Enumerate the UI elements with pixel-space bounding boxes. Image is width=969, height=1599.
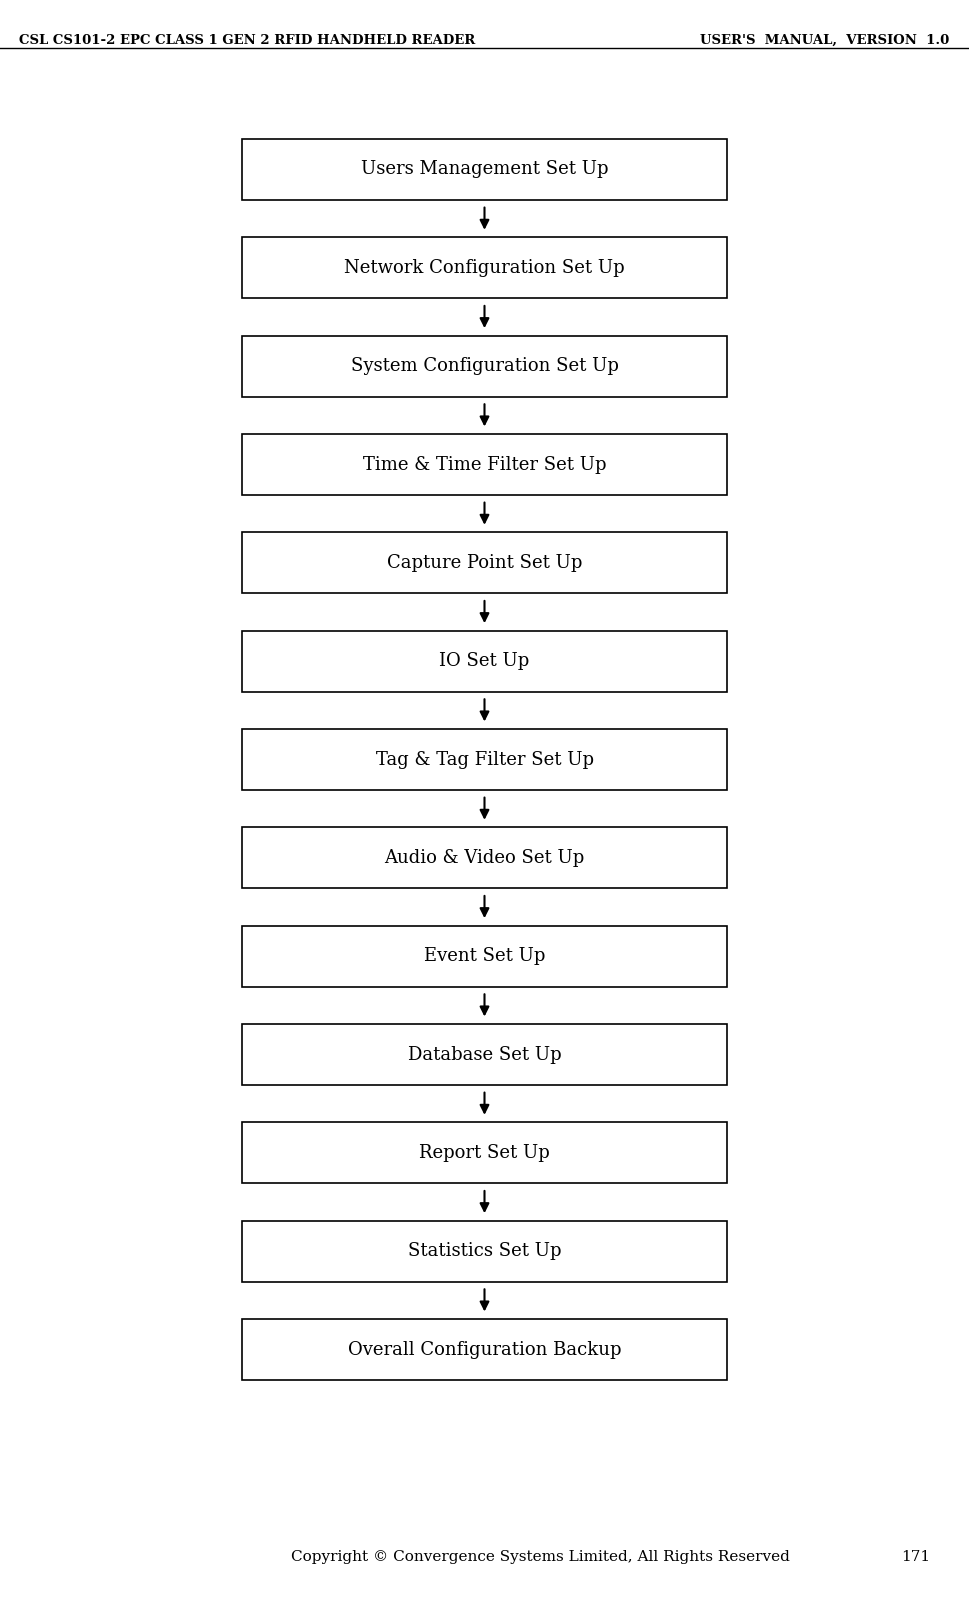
Text: Database Set Up: Database Set Up (408, 1046, 561, 1063)
Text: CSL CS101-2 EPC CLASS 1 GEN 2 RFID HANDHELD READER: CSL CS101-2 EPC CLASS 1 GEN 2 RFID HANDH… (19, 34, 476, 46)
Bar (242, 729, 727, 790)
Bar (242, 630, 727, 691)
Bar (242, 1222, 727, 1282)
Bar (242, 139, 727, 200)
Text: IO Set Up: IO Set Up (439, 652, 530, 670)
Text: Event Set Up: Event Set Up (423, 947, 546, 966)
Text: USER'S  MANUAL,  VERSION  1.0: USER'S MANUAL, VERSION 1.0 (701, 34, 950, 46)
Text: Tag & Tag Filter Set Up: Tag & Tag Filter Set Up (376, 750, 593, 769)
Bar (242, 532, 727, 593)
Bar (242, 828, 727, 889)
Bar (242, 1319, 727, 1380)
Text: Statistics Set Up: Statistics Set Up (408, 1242, 561, 1260)
Bar (242, 926, 727, 987)
Bar (242, 433, 727, 496)
Text: Time & Time Filter Set Up: Time & Time Filter Set Up (362, 456, 607, 473)
Text: Audio & Video Set Up: Audio & Video Set Up (385, 849, 584, 867)
Bar (242, 1025, 727, 1086)
Text: Overall Configuration Backup: Overall Configuration Backup (348, 1340, 621, 1359)
Text: 171: 171 (901, 1549, 930, 1564)
Bar (242, 336, 727, 397)
Text: Copyright © Convergence Systems Limited, All Rights Reserved: Copyright © Convergence Systems Limited,… (291, 1549, 790, 1564)
Text: Capture Point Set Up: Capture Point Set Up (387, 553, 582, 572)
Text: Users Management Set Up: Users Management Set Up (360, 160, 609, 179)
Text: System Configuration Set Up: System Configuration Set Up (351, 357, 618, 376)
Bar (242, 1122, 727, 1183)
Bar (242, 238, 727, 297)
Text: Network Configuration Set Up: Network Configuration Set Up (344, 259, 625, 277)
Text: Report Set Up: Report Set Up (420, 1143, 549, 1162)
